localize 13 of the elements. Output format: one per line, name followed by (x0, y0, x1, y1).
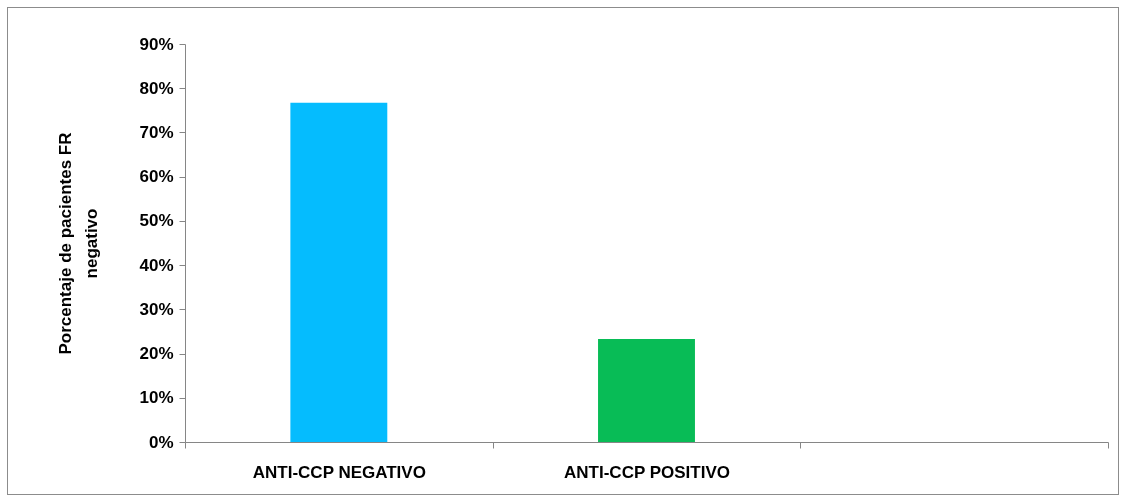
y-tick-label: 10% (139, 388, 174, 408)
y-tick-label: 20% (139, 344, 174, 364)
y-tick-label: 70% (139, 122, 174, 142)
y-tick-label: 80% (139, 78, 174, 98)
y-axis-title: Porcentaje de pacientes FR negativo (56, 132, 102, 355)
x-tick-label: ANTI-CCP POSITIVO (564, 462, 730, 482)
y-tick-label: 60% (139, 167, 174, 187)
x-tick-label: ANTI-CCP NEGATIVO (252, 462, 426, 482)
y-tick-label: 90% (139, 34, 174, 54)
y-tick-label: 0% (148, 432, 174, 452)
y-tick-label: 50% (139, 211, 174, 231)
y-tick-label: 40% (139, 255, 174, 275)
y-tick-label: 30% (139, 299, 174, 319)
